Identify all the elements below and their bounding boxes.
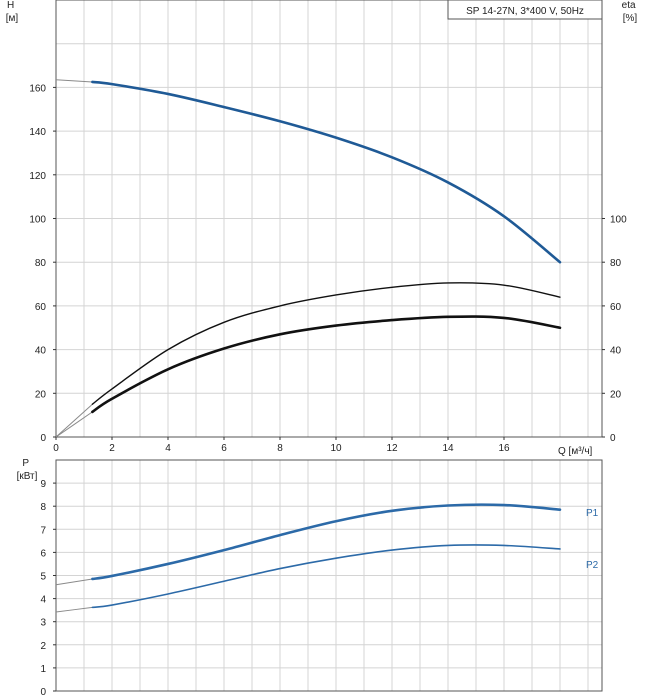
y-axis-label-eta-line: eta (622, 0, 636, 11)
y-tick-label-power: 2 (40, 641, 46, 652)
legend-p2: P2 (586, 560, 599, 571)
head-curve-extension (55, 79, 93, 83)
efficiency-curve-pump (91, 315, 562, 414)
x-tick-label: 8 (277, 443, 283, 454)
x-tick-label: 6 (221, 443, 227, 454)
plot-frames (55, 0, 603, 692)
y-tick-label-eta: 80 (610, 258, 622, 269)
y-tick-label-power: 5 (40, 572, 46, 583)
y-tick-label-power: 4 (40, 595, 46, 606)
chart-title: SP 14-27N, 3*400 V, 50Hz (466, 6, 584, 17)
x-tick-label: 12 (386, 443, 398, 454)
efficiency-curve-unit-extension (55, 403, 93, 438)
chart-title-box (447, 0, 603, 20)
y-axis-label-head-unit: [м] (6, 13, 19, 24)
chart-curves (55, 79, 562, 613)
y-tick-label-head: 140 (29, 127, 46, 138)
y-tick-label-head: 0 (40, 433, 46, 444)
y-axis-label-eta-unit: [%] (623, 13, 638, 24)
tick-labels: 0 2 4 6 8 10 12 14 16020406080100120140160020406… (29, 83, 627, 698)
y-tick-label-eta: 60 (610, 302, 622, 313)
y-axis-label-head-line: H (7, 0, 14, 11)
y-tick-label-eta: 40 (610, 346, 622, 357)
y-tick-label-power: 7 (40, 525, 46, 536)
y-tick-label-eta: 100 (610, 215, 627, 226)
x-tick-label: 2 (109, 443, 115, 454)
x-tick-label: 16 (498, 443, 510, 454)
y-tick-label-power: 6 (40, 548, 46, 559)
y-tick-label-power: 0 (40, 687, 46, 698)
grid-lines (56, 0, 602, 691)
y-tick-label-power: 1 (40, 664, 46, 675)
power-curve-p2 (91, 544, 561, 609)
power-curve-p1 (91, 503, 562, 581)
y-tick-label-head: 60 (35, 302, 47, 313)
x-tick-label: 14 (442, 443, 454, 454)
y-tick-label-head: 40 (35, 346, 47, 357)
y-tick-label-power: 3 (40, 618, 46, 629)
x-axis-label: Q [м³/ч] (558, 446, 593, 457)
power-curve-p2-extension (55, 606, 93, 613)
head-curve (91, 80, 562, 264)
efficiency-curve-unit (91, 282, 561, 405)
y-tick-label-eta: 0 (610, 433, 616, 444)
y-axis-label-eta: eta [%] (622, 0, 639, 24)
y-axis-label-power-unit: [кВт] (17, 471, 38, 482)
efficiency-curve-pump-extension (55, 411, 93, 438)
y-tick-label-head: 120 (29, 171, 46, 182)
y-axis-label-power-line: P (22, 458, 29, 469)
legend-p1: P1 (586, 508, 599, 519)
y-tick-label-head: 100 (29, 215, 46, 226)
y-tick-label-power: 8 (40, 502, 46, 513)
y-tick-label-head: 160 (29, 83, 46, 94)
y-tick-label-power: 9 (40, 479, 46, 490)
y-tick-label-head: 80 (35, 258, 47, 269)
x-tick-label: 0 (53, 443, 59, 454)
x-tick-label: 10 (330, 443, 342, 454)
y-axis-label-power: P [кВт] (17, 458, 38, 482)
x-tick-label: 4 (165, 443, 171, 454)
y-axis-label-head: H [м] (6, 0, 19, 24)
y-tick-label-eta: 20 (610, 389, 622, 400)
power-curve-p1-extension (55, 578, 93, 586)
y-tick-label-head: 20 (35, 389, 47, 400)
